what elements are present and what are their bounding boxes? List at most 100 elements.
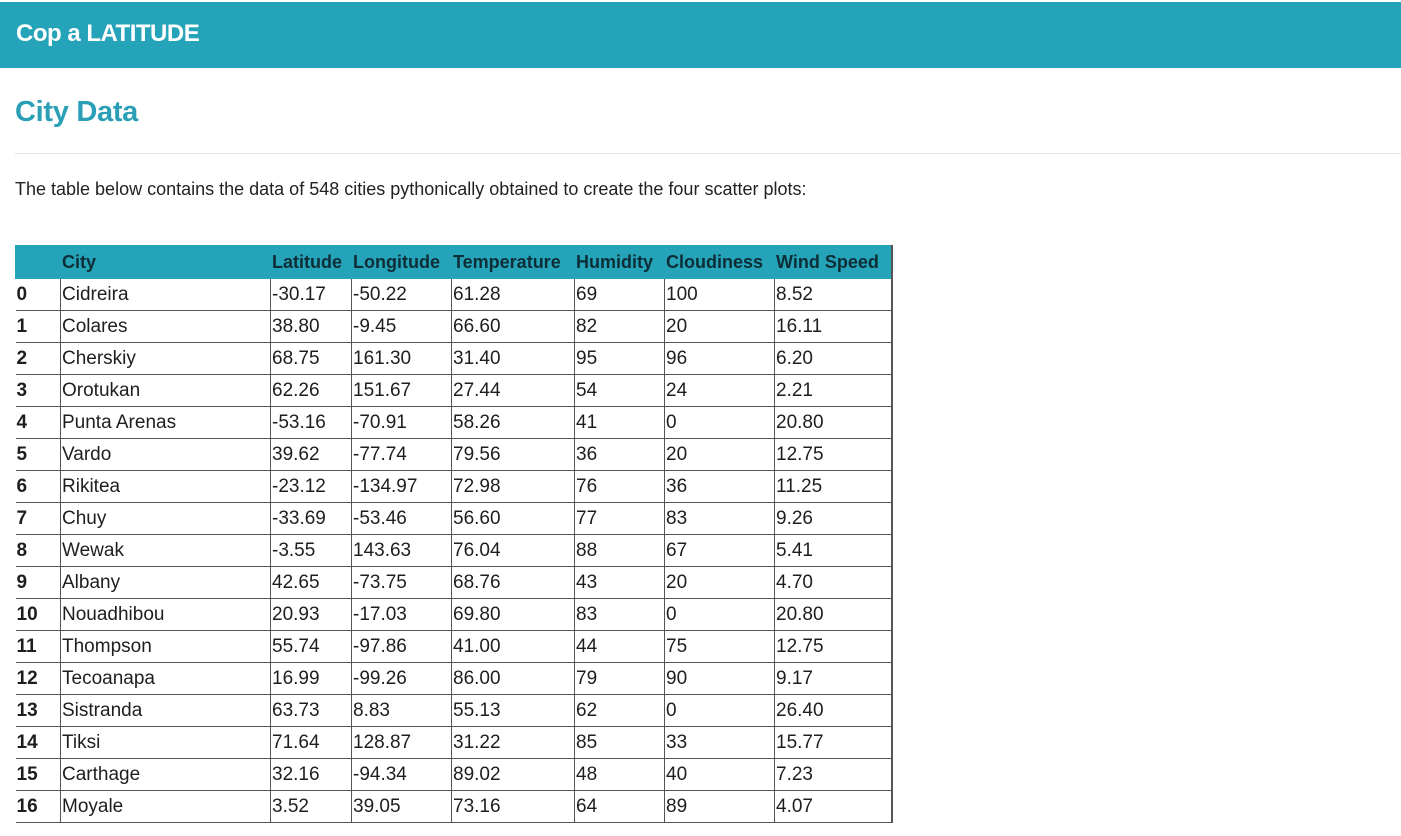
cell-city: Carthage [60, 758, 271, 791]
table-row: 10 Nouadhibou 20.93 -17.03 69.80 83 0 20.80 [15, 598, 892, 631]
cell-city: Nouadhibou [60, 598, 271, 631]
column-header-latitude: Latitude [270, 245, 352, 279]
cell-index: 14 [15, 726, 61, 759]
cell-temperature: 86.00 [451, 662, 575, 695]
table-row: 12 Tecoanapa 16.99 -99.26 86.00 79 90 9.17 [15, 662, 892, 695]
cell-humidity: 69 [574, 278, 665, 311]
column-header-index [15, 245, 61, 279]
cell-longitude: -77.74 [351, 438, 452, 471]
cell-humidity: 64 [574, 790, 665, 823]
cell-index: 1 [15, 310, 61, 343]
table-row: 14 Tiksi 71.64 128.87 31.22 85 33 15.77 [15, 726, 892, 759]
column-header-longitude: Longitude [351, 245, 452, 279]
brand-link[interactable]: Cop a LATITUDE [16, 20, 200, 47]
cell-city: Albany [60, 566, 271, 599]
cell-humidity: 54 [574, 374, 665, 407]
city-table-container: City Latitude Longitude Temperature Humidity… [15, 245, 893, 823]
cell-temperature: 56.60 [451, 502, 575, 535]
cell-city: Cherskiy [60, 342, 271, 375]
cell-city: Colares [60, 310, 271, 343]
table-header-row: City Latitude Longitude Temperature Humidity… [15, 245, 892, 279]
navbar: Cop a LATITUDE [0, 2, 1401, 68]
cell-cloudiness: 100 [664, 278, 775, 311]
column-header-city: City [60, 245, 271, 279]
cell-cloudiness: 83 [664, 502, 775, 535]
cell-latitude: 39.62 [270, 438, 352, 471]
cell-humidity: 43 [574, 566, 665, 599]
cell-latitude: 20.93 [270, 598, 352, 631]
cell-cloudiness: 36 [664, 470, 775, 503]
cell-cloudiness: 20 [664, 566, 775, 599]
cell-index: 7 [15, 502, 61, 535]
cell-longitude: 39.05 [351, 790, 452, 823]
cell-humidity: 82 [574, 310, 665, 343]
cell-longitude: -94.34 [351, 758, 452, 791]
cell-temperature: 73.16 [451, 790, 575, 823]
cell-wind-speed: 9.26 [774, 502, 892, 535]
cell-temperature: 89.02 [451, 758, 575, 791]
cell-longitude: 151.67 [351, 374, 452, 407]
column-header-humidity: Humidity [574, 245, 665, 279]
cell-wind-speed: 12.75 [774, 630, 892, 663]
table-row: 2 Cherskiy 68.75 161.30 31.40 95 96 6.20 [15, 342, 892, 375]
table-row: 16 Moyale 3.52 39.05 73.16 64 89 4.07 [15, 790, 892, 823]
cell-wind-speed: 12.75 [774, 438, 892, 471]
city-data-table: City Latitude Longitude Temperature Humidity… [15, 245, 893, 823]
cell-city: Wewak [60, 534, 271, 567]
cell-longitude: -99.26 [351, 662, 452, 695]
cell-latitude: -23.12 [270, 470, 352, 503]
cell-longitude: 128.87 [351, 726, 452, 759]
table-row: 8 Wewak -3.55 143.63 76.04 88 67 5.41 [15, 534, 892, 567]
cell-temperature: 27.44 [451, 374, 575, 407]
cell-index: 0 [15, 278, 61, 311]
cell-temperature: 76.04 [451, 534, 575, 567]
cell-longitude: -9.45 [351, 310, 452, 343]
table-header: City Latitude Longitude Temperature Humidity… [15, 245, 892, 279]
cell-temperature: 58.26 [451, 406, 575, 439]
table-body: 0 Cidreira -30.17 -50.22 61.28 69 100 8.52 1 Cola… [15, 278, 892, 823]
cell-city: Punta Arenas [60, 406, 271, 439]
cell-humidity: 79 [574, 662, 665, 695]
column-header-wind-speed: Wind Speed [774, 245, 892, 279]
cell-longitude: -53.46 [351, 502, 452, 535]
cell-latitude: 42.65 [270, 566, 352, 599]
column-header-temperature: Temperature [451, 245, 575, 279]
cell-city: Thompson [60, 630, 271, 663]
cell-index: 3 [15, 374, 61, 407]
cell-index: 16 [15, 790, 61, 823]
cell-cloudiness: 20 [664, 310, 775, 343]
cell-temperature: 66.60 [451, 310, 575, 343]
cell-longitude: -50.22 [351, 278, 452, 311]
cell-cloudiness: 24 [664, 374, 775, 407]
cell-latitude: -33.69 [270, 502, 352, 535]
cell-latitude: -3.55 [270, 534, 352, 567]
cell-wind-speed: 11.25 [774, 470, 892, 503]
cell-wind-speed: 6.20 [774, 342, 892, 375]
cell-latitude: -53.16 [270, 406, 352, 439]
cell-temperature: 55.13 [451, 694, 575, 727]
cell-wind-speed: 4.70 [774, 566, 892, 599]
cell-temperature: 72.98 [451, 470, 575, 503]
cell-cloudiness: 90 [664, 662, 775, 695]
page-title: City Data [15, 96, 138, 128]
cell-wind-speed: 20.80 [774, 406, 892, 439]
column-header-cloudiness: Cloudiness [664, 245, 775, 279]
cell-cloudiness: 20 [664, 438, 775, 471]
cell-wind-speed: 16.11 [774, 310, 892, 343]
cell-cloudiness: 0 [664, 598, 775, 631]
cell-latitude: 32.16 [270, 758, 352, 791]
cell-index: 5 [15, 438, 61, 471]
cell-wind-speed: 4.07 [774, 790, 892, 823]
cell-city: Tiksi [60, 726, 271, 759]
cell-longitude: 161.30 [351, 342, 452, 375]
cell-humidity: 88 [574, 534, 665, 567]
table-row: 6 Rikitea -23.12 -134.97 72.98 76 36 11.25 [15, 470, 892, 503]
cell-cloudiness: 33 [664, 726, 775, 759]
divider [15, 153, 1401, 154]
cell-index: 4 [15, 406, 61, 439]
cell-city: Chuy [60, 502, 271, 535]
cell-cloudiness: 0 [664, 694, 775, 727]
table-row: 0 Cidreira -30.17 -50.22 61.28 69 100 8.52 [15, 278, 892, 311]
cell-city: Moyale [60, 790, 271, 823]
cell-longitude: -134.97 [351, 470, 452, 503]
